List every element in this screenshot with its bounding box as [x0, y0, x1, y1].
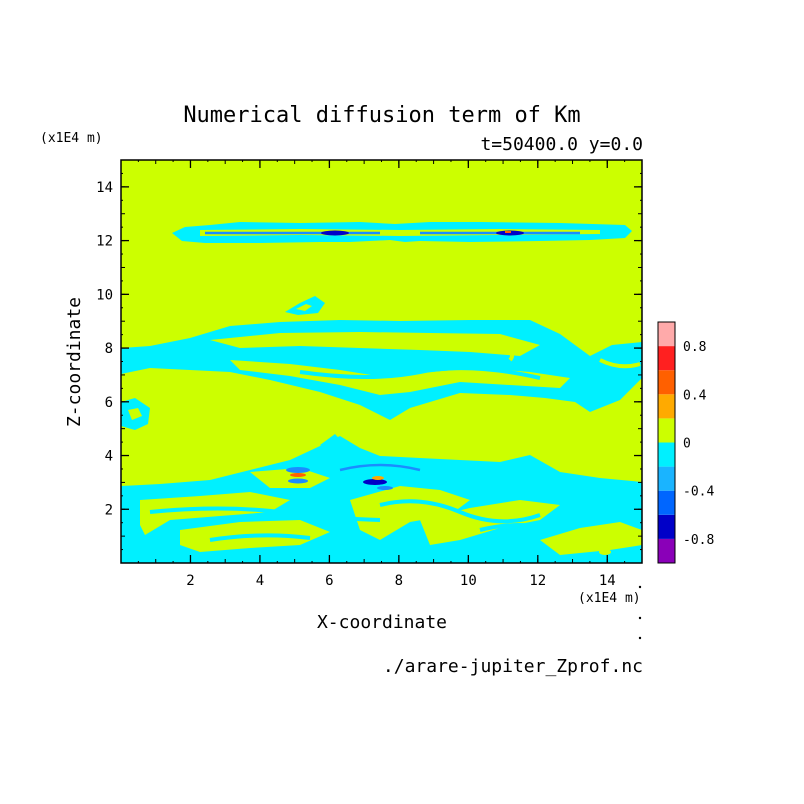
contour-lower-strand-c: [209, 533, 311, 542]
contour-middle-strand-a: [259, 352, 561, 368]
contour-lower-hole-f: [250, 468, 330, 488]
y-tick-label: 2: [105, 502, 113, 518]
colorbar-frame: [657, 321, 676, 564]
x-axis-label: X-coordinate: [317, 612, 447, 633]
x-tick-label: 6: [325, 573, 333, 589]
y-axis-label: Z-coordinate: [64, 297, 85, 427]
contour-middle-strand-d: [599, 358, 641, 369]
contour-lower-hole-e: [540, 522, 642, 555]
contour-middle-hole-a: [210, 332, 540, 356]
colorbar-swatch: [658, 514, 675, 539]
contour-lower-strand-b: [379, 499, 541, 524]
contour-lower-hole-c: [350, 486, 470, 540]
contour-lower-pocket-a: [320, 434, 345, 452]
y-tick-label: 6: [105, 395, 113, 411]
contour-lower-min-e: [599, 549, 611, 555]
y-tick-label: 12: [96, 234, 113, 250]
colorbar-tick-label: -0.4: [683, 485, 714, 500]
colorbar-swatch: [658, 370, 675, 395]
colorbar-swatch: [658, 490, 675, 515]
colorbar-swatch: [658, 538, 675, 563]
chart-title: Numerical diffusion term of Km: [183, 103, 580, 128]
contour-lower-min-a: [286, 467, 310, 473]
colorbar: -0.8 -0.4 0 0.4 0.8: [657, 321, 714, 564]
x-tick-label: 8: [395, 573, 403, 589]
y-unit-label: (x1E4 m): [40, 131, 103, 146]
x-tick-label: 14: [599, 573, 616, 589]
contour-lower-hole-a: [140, 492, 290, 535]
contour-lower-strand-e: [339, 463, 421, 472]
colorbar-tick-label: 0.8: [683, 340, 706, 355]
contour-middle-strand-b: [299, 366, 541, 380]
contour-small-blob-hole: [296, 304, 312, 311]
x-tick-label: 2: [186, 573, 194, 589]
y-tick-label: 10: [96, 287, 113, 303]
colorbar-swatch: [658, 466, 675, 491]
contour-lower-min-c: [363, 479, 387, 485]
x-unit-label: (x1E4 m): [578, 591, 641, 606]
colorbar-swatch: [658, 322, 675, 347]
x-tick-label: 4: [256, 573, 264, 589]
x-unit-arrow-marks: [638, 585, 642, 640]
contour-lower-min-b: [288, 478, 308, 484]
y-tick-label: 14: [96, 180, 113, 196]
contour-lower-max-a: [290, 473, 306, 477]
contour-lower-hole-d: [420, 500, 560, 545]
colorbar-swatch: [658, 346, 675, 371]
contour-lower-strand-a: [149, 506, 381, 522]
contour-upper-max: [505, 231, 511, 233]
contour-lower-min-d: [377, 486, 393, 490]
x-axis-ticks: 2 4 6 8 10 12 14: [137, 160, 626, 589]
contour-upper-min-a: [321, 230, 349, 236]
colorbar-tick-label: 0.4: [683, 388, 707, 403]
y-axis-ticks: 2 4 6 8 10 12 14: [96, 172, 642, 551]
contour-middle-strand-c: [479, 338, 514, 362]
colorbar-tick-label: -0.8: [683, 533, 714, 548]
contour-left-blob-hole: [128, 408, 142, 420]
x-tick-label: 10: [460, 573, 477, 589]
y-tick-label: 8: [105, 341, 113, 357]
contour-lower-strand-d: [479, 523, 561, 532]
colorbar-swatch: [658, 394, 675, 419]
colorbar-swatch: [658, 418, 675, 443]
colorbar-swatch: [658, 442, 675, 467]
colorbar-tick-label: 0: [683, 437, 691, 452]
chart-subtitle: t=50400.0 y=0.0: [480, 134, 643, 155]
y-tick-label: 4: [105, 449, 113, 465]
contour-lower-max-b: [372, 476, 384, 480]
source-file-label: ./arare-jupiter_Zprof.nc: [383, 656, 643, 677]
x-tick-label: 12: [529, 573, 546, 589]
contour-layer: [121, 222, 642, 563]
